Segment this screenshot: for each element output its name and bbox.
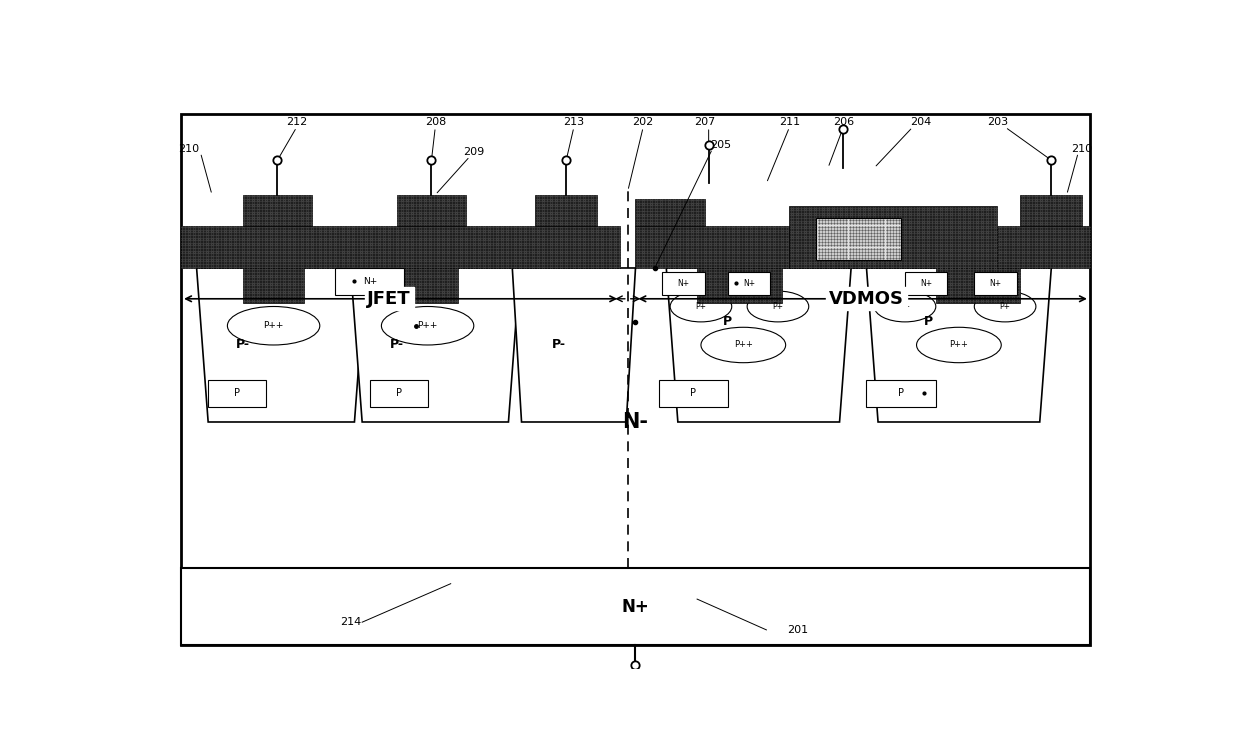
Text: P: P xyxy=(898,388,904,398)
Bar xyxy=(243,268,304,303)
Bar xyxy=(635,225,1090,268)
Bar xyxy=(181,569,1090,645)
Text: N+: N+ xyxy=(363,277,377,286)
Text: P+: P+ xyxy=(773,302,784,311)
Text: P-: P- xyxy=(552,339,565,351)
Text: P: P xyxy=(234,388,241,398)
Bar xyxy=(397,195,466,225)
Text: N+: N+ xyxy=(743,279,755,288)
Text: N+: N+ xyxy=(621,598,650,616)
Text: N+: N+ xyxy=(990,279,1002,288)
Text: P++: P++ xyxy=(734,340,753,349)
Text: 207: 207 xyxy=(694,116,715,127)
Bar xyxy=(697,268,781,303)
Text: N+: N+ xyxy=(677,279,689,288)
Text: 203: 203 xyxy=(987,116,1008,127)
Ellipse shape xyxy=(701,327,786,363)
Bar xyxy=(936,268,1021,303)
Bar xyxy=(370,380,428,406)
Text: 206: 206 xyxy=(833,116,854,127)
Text: JFET: JFET xyxy=(367,290,410,308)
Text: 205: 205 xyxy=(709,140,730,149)
Text: 202: 202 xyxy=(632,116,653,127)
Text: 209: 209 xyxy=(464,147,485,158)
Text: 204: 204 xyxy=(910,116,931,127)
Bar xyxy=(905,272,947,295)
Bar xyxy=(243,195,312,225)
Text: P+: P+ xyxy=(999,302,1011,311)
Bar xyxy=(181,225,620,268)
Text: 212: 212 xyxy=(286,116,308,127)
Text: 210: 210 xyxy=(179,143,200,154)
Text: P+: P+ xyxy=(899,302,910,311)
Ellipse shape xyxy=(227,306,320,345)
Ellipse shape xyxy=(916,327,1001,363)
Bar xyxy=(662,272,704,295)
Text: P-: P- xyxy=(389,339,404,351)
Text: P++: P++ xyxy=(418,321,438,330)
Text: P+: P+ xyxy=(696,302,707,311)
Bar xyxy=(790,207,997,268)
Ellipse shape xyxy=(874,291,936,322)
Text: 208: 208 xyxy=(424,116,446,127)
Text: 214: 214 xyxy=(340,617,361,627)
Text: P: P xyxy=(396,388,402,398)
Polygon shape xyxy=(666,268,851,422)
Text: N+: N+ xyxy=(920,279,932,288)
Text: P++: P++ xyxy=(950,340,968,349)
Text: P: P xyxy=(723,315,733,328)
Ellipse shape xyxy=(748,291,808,322)
Text: P-: P- xyxy=(236,339,249,351)
Polygon shape xyxy=(867,268,1052,422)
Polygon shape xyxy=(512,268,635,422)
Text: P: P xyxy=(924,315,932,328)
Bar xyxy=(635,199,704,225)
Bar xyxy=(867,380,936,406)
Bar xyxy=(335,268,404,295)
Text: P: P xyxy=(691,388,696,398)
Polygon shape xyxy=(351,268,520,422)
Bar xyxy=(728,272,770,295)
Bar xyxy=(975,272,1017,295)
Bar xyxy=(208,380,265,406)
Bar xyxy=(1021,195,1083,225)
Polygon shape xyxy=(197,268,366,422)
Ellipse shape xyxy=(670,291,732,322)
Ellipse shape xyxy=(975,291,1035,322)
Text: P++: P++ xyxy=(263,321,284,330)
Text: 213: 213 xyxy=(563,116,584,127)
Text: 201: 201 xyxy=(786,625,807,635)
Text: N-: N- xyxy=(622,412,649,432)
Ellipse shape xyxy=(382,306,474,345)
Bar xyxy=(658,380,728,406)
Text: VDMOS: VDMOS xyxy=(830,290,904,308)
Bar xyxy=(816,218,901,261)
Text: 210: 210 xyxy=(1071,143,1092,154)
Bar xyxy=(536,195,596,225)
Bar xyxy=(397,268,459,303)
Text: 211: 211 xyxy=(779,116,800,127)
